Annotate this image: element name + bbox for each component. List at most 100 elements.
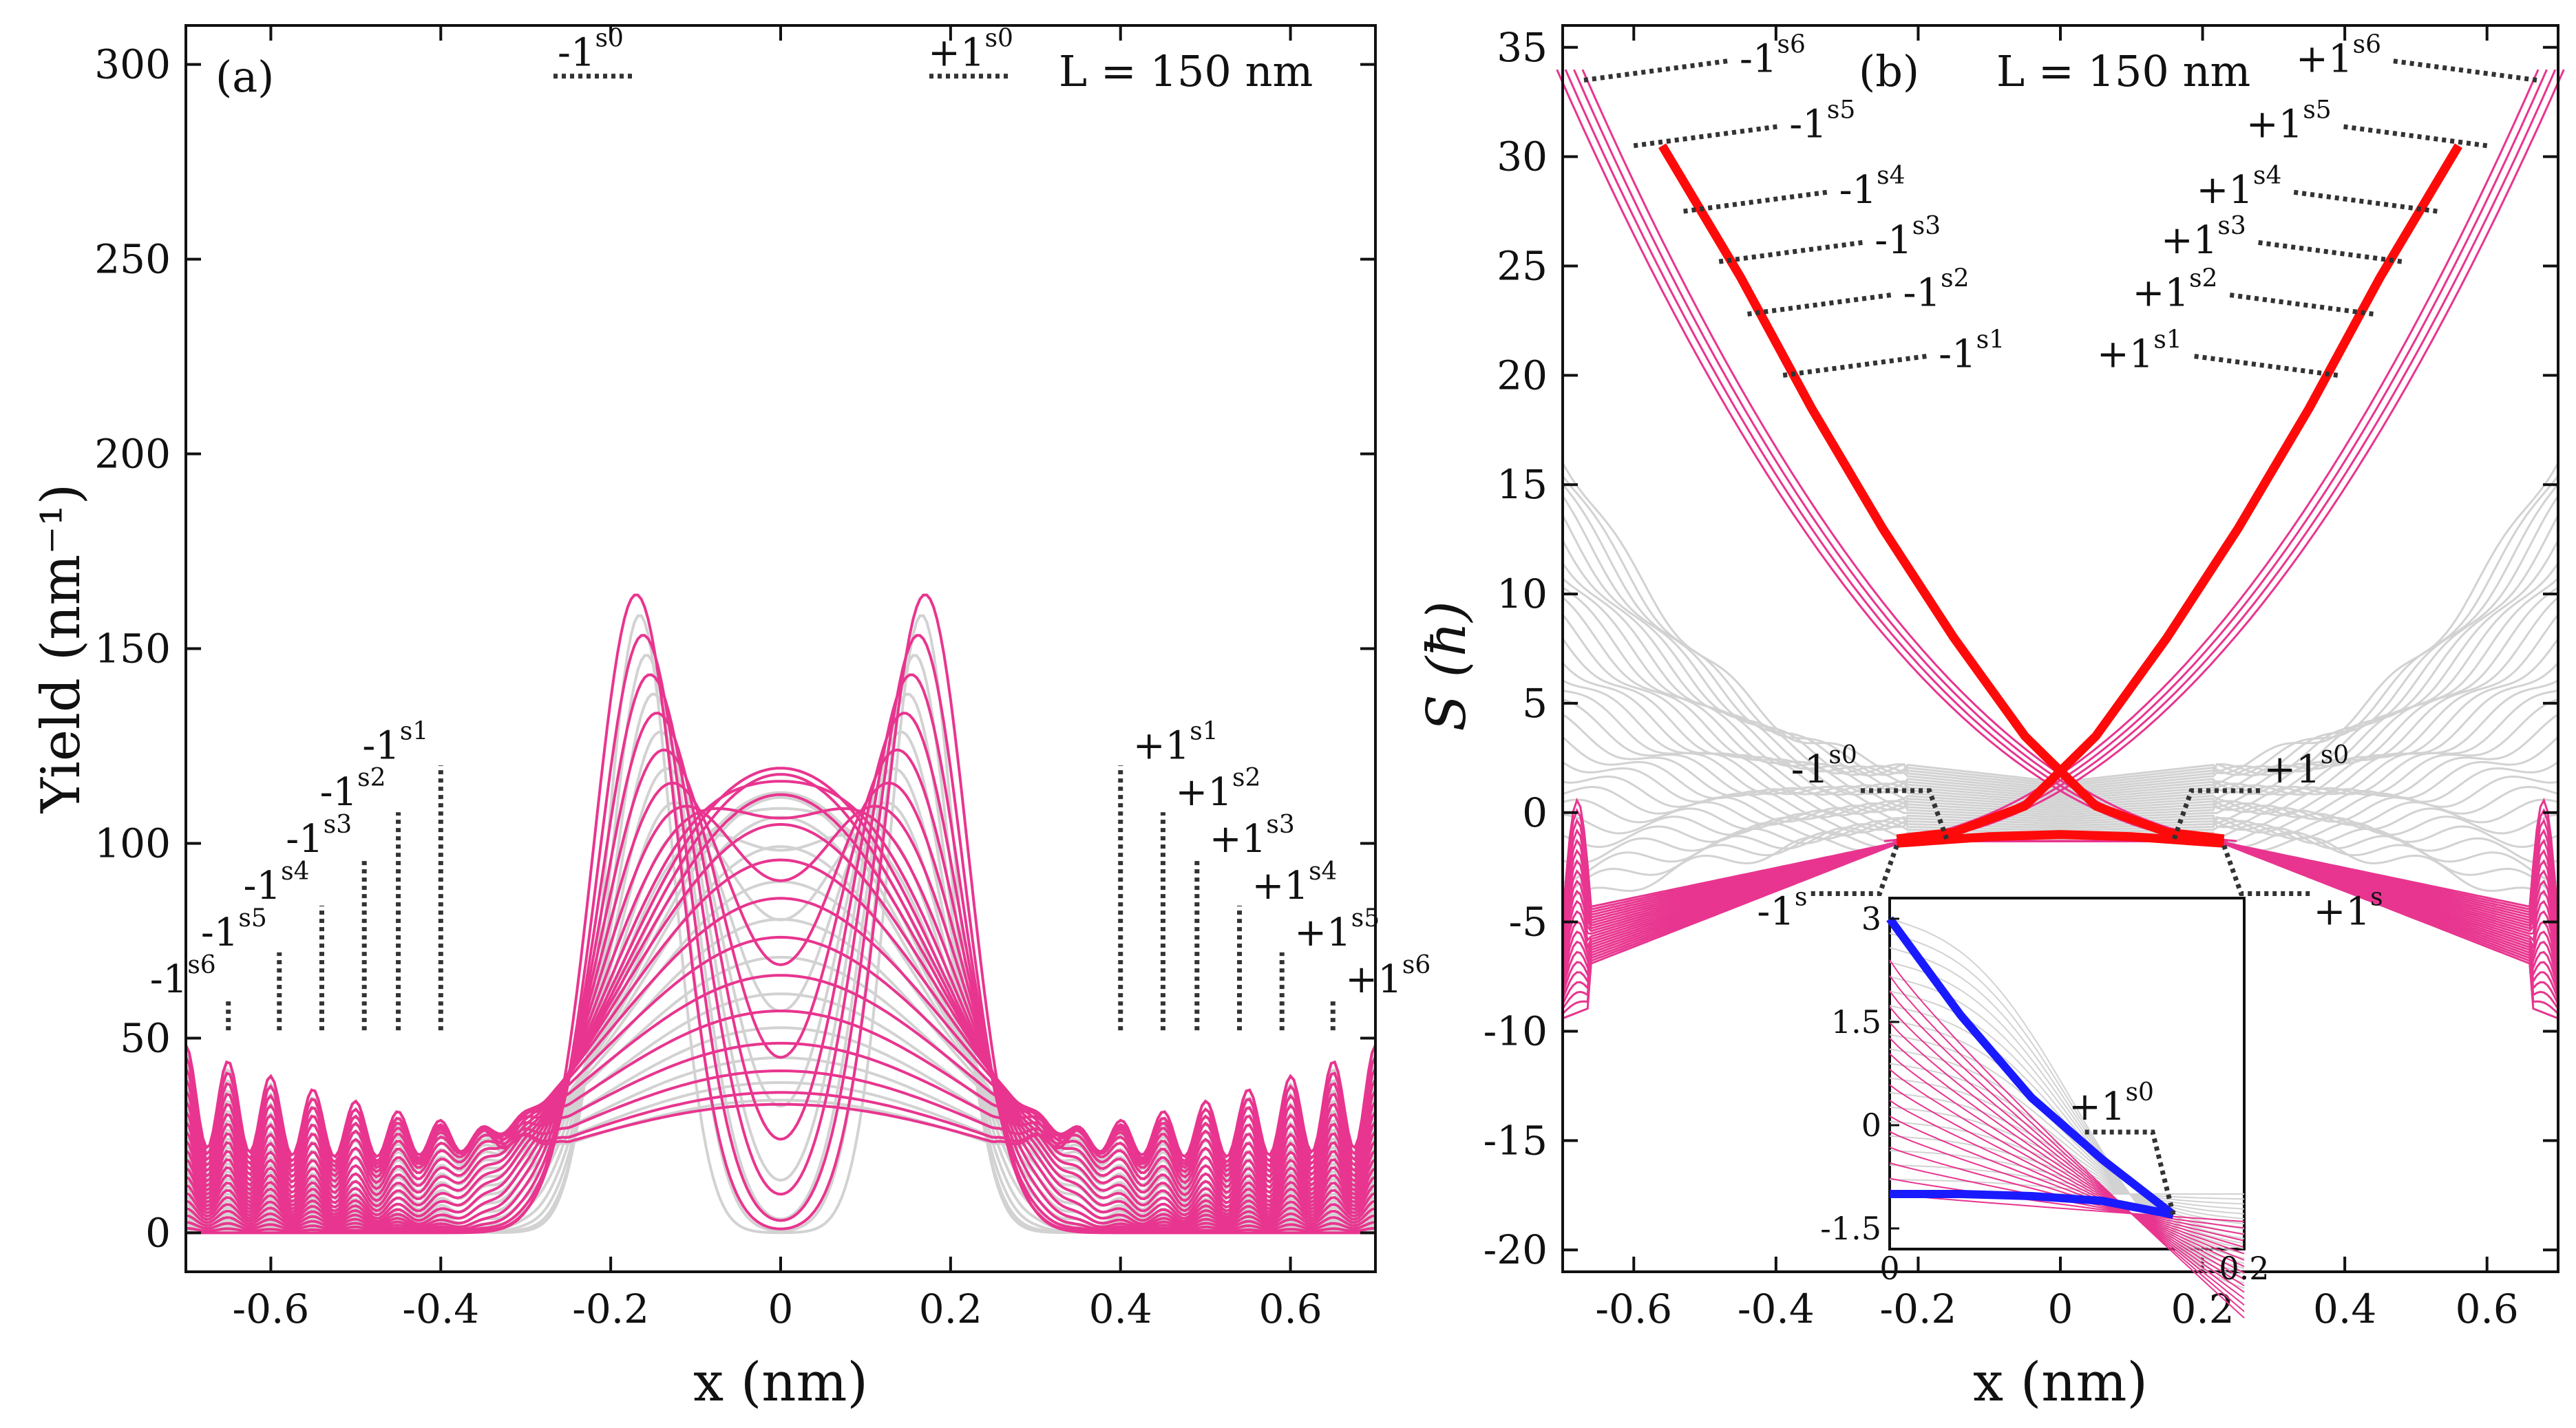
panel-b-label-ps: +1s	[2314, 883, 2383, 934]
inset-gray-curve	[1889, 1135, 2245, 1215]
panel-b-gray-curve	[1562, 785, 2559, 831]
panel-b-gray-curve	[1562, 690, 2559, 814]
panel-a-y-tick-label: 150	[94, 626, 171, 672]
panel-a-yield-curve	[185, 748, 1376, 1230]
panel-b-label-p2: +1s2	[2133, 264, 2218, 315]
panel-a-label-p0: +1s0	[928, 25, 1013, 76]
panel-b-label-leader	[2221, 844, 2310, 896]
inset-magenta-curve	[1889, 1177, 2245, 1229]
inset-magenta-curve	[1889, 1084, 2245, 1268]
panel-b-y-tick-label: 20	[1497, 352, 1548, 398]
inset-magenta-curve	[1889, 1068, 2245, 1274]
panel-b-gray-curve	[1562, 798, 2559, 834]
inset-magenta-curve	[1889, 990, 2245, 1306]
panel-b-x-tick-label: -0.6	[1595, 1286, 1672, 1332]
panel-a-label-m6: -1s6	[150, 951, 216, 1002]
inset-blue-curve	[1890, 1190, 2175, 1219]
panel-a-yield-curve	[184, 822, 1377, 1204]
inset-blue-curve	[1886, 916, 2176, 1218]
panel-b-label-p4: +1s4	[2196, 162, 2281, 213]
panel-b-y-tick-label: 0	[1522, 789, 1548, 836]
panel-a-yield-curve	[186, 593, 1375, 1235]
panel-a-magenta-curves	[184, 593, 1377, 1235]
panel-a-y-tick-label: 100	[94, 820, 171, 866]
panel-a-label-p2: +1s2	[1175, 764, 1260, 815]
panel-b-magenta-branch	[1883, 69, 2540, 842]
panel-a-gray-curve	[184, 955, 1377, 1191]
panel-a-yield-curve	[184, 773, 1377, 1213]
inset-magenta-curve	[1889, 975, 2245, 1312]
panel-b-y-tick-label: -10	[1484, 1008, 1548, 1055]
panel-a-label-p3: +1s3	[1210, 811, 1295, 862]
panel-b-gray-curve	[1562, 679, 2559, 812]
panel-a-yield-curve	[184, 1041, 1377, 1173]
panel-a-label-p4: +1s4	[1252, 857, 1338, 908]
panel-a-length-label: L = 150 nm	[1059, 46, 1313, 96]
panel-b-gray-curve	[1561, 596, 2559, 803]
panel-b-magenta-curve	[1562, 840, 2559, 1020]
panel-b-inset: +1s0 0 0.2-1.501.53	[1820, 897, 2270, 1319]
panel-a-yield-curve	[185, 712, 1376, 1232]
panel-b-label-m2: -1s2	[1903, 264, 1970, 315]
inset-y-tick-label: -1.5	[1820, 1210, 1881, 1247]
inset-magenta-curve	[1889, 959, 2245, 1319]
panel-a-yield-curve	[184, 793, 1377, 1209]
panel-b-x-tick-label: -0.2	[1880, 1286, 1957, 1332]
panel-b-gray-curve	[1561, 540, 2559, 794]
panel-b-label-m0: -1s0	[1791, 741, 1857, 792]
inset-magenta-curve	[1889, 1006, 2245, 1299]
panel-a-label-m5: -1s5	[201, 904, 267, 955]
panel-a-x-tick-label: -0.4	[402, 1286, 479, 1332]
inset-magenta-curve	[1889, 1100, 2245, 1261]
panel-a-yield-curve	[185, 781, 1376, 1228]
panel-b-label-m5: -1s5	[1789, 96, 1855, 147]
panel-a-tag: (a)	[215, 52, 274, 102]
panel-b-x-tick-label: 0	[2048, 1286, 2073, 1332]
inset-magenta-curve	[1889, 1022, 2245, 1293]
panel-b-y-tick-label: -5	[1509, 899, 1548, 946]
inset-gray-curve	[1889, 918, 2245, 1289]
inset-magenta-curve	[1889, 1115, 2245, 1255]
inset-magenta-curve	[1889, 1193, 2245, 1222]
panel-a-x-axis-label: x (nm)	[693, 1352, 868, 1414]
panel-b-y-axis-label: S (ħ)	[1416, 601, 1478, 731]
panel-b-label-p0: +1s0	[2263, 741, 2349, 792]
panel-a-ticks: -0.6 -0.4 -0.2 0 0.2 0.4 0.6 0 50 100 150 200 250 300	[94, 25, 1375, 1332]
panel-b-label-m6: -1s6	[1740, 30, 1806, 81]
inset-magenta-curve	[1889, 1037, 2245, 1287]
panel-a-x-tick-label: 0.4	[1089, 1286, 1152, 1332]
panel-b-label-m4: -1s4	[1839, 162, 1905, 213]
panel-b: -1s6-1s5-1s4-1s3-1s2-1s1+1s6+1s5+1s4+1s3…	[1416, 24, 2565, 1414]
panel-b-label-leader	[1860, 788, 1950, 840]
panel-a-yield-curve	[184, 780, 1377, 1220]
inset-gray-curve	[1889, 1164, 2245, 1205]
panel-b-y-tick-label: 30	[1497, 134, 1548, 180]
panel-a-yield-curve	[184, 974, 1377, 1184]
panel-a-x-tick-label: -0.6	[233, 1286, 310, 1332]
panel-b-red-branch	[1896, 830, 2225, 848]
panel-b-y-tick-label: -15	[1484, 1117, 1548, 1164]
panel-b-gray-curve	[1562, 713, 2559, 818]
inset-gray-curve	[1889, 990, 2245, 1264]
inset-gray-curve	[1889, 933, 2245, 1284]
panel-b-label-leader	[1810, 844, 1899, 896]
inset-y-tick-label: 1.5	[1831, 1003, 1881, 1041]
panel-a-yield-curve	[184, 807, 1377, 1223]
panel-a-annotations: -1s0 +1s0 -1s1-1s2-1s3-1s4-1s5-1s6 +1s1+1s2…	[150, 25, 1430, 1031]
panel-a-yield-curve	[184, 897, 1377, 1194]
panel-b-x-tick-label: 0.2	[2171, 1286, 2234, 1332]
panel-b-y-tick-label: 25	[1497, 242, 1548, 289]
panel-b-label-ms: -1s	[1757, 883, 1807, 934]
panel-b-x-axis-label: x (nm)	[1973, 1352, 2148, 1414]
panel-a-x-tick-label: 0.2	[919, 1286, 982, 1332]
panel-b-label-m3: -1s3	[1875, 212, 1941, 263]
inset-gray-curve	[1889, 947, 2245, 1279]
panel-b-label-p3: +1s3	[2161, 212, 2246, 263]
panel-b-gray-curves	[1561, 462, 2559, 906]
panel-b-y-tick-label: 15	[1497, 461, 1548, 508]
inset-gray-curve	[1889, 961, 2245, 1275]
panel-b-ticks: -0.6 -0.4 -0.2 0 0.2 0.4 0.6-20-15-10-50510152…	[1484, 24, 2558, 1332]
panel-b-red-branch	[1896, 143, 2462, 844]
panel-a-yield-curve	[184, 1044, 1377, 1159]
